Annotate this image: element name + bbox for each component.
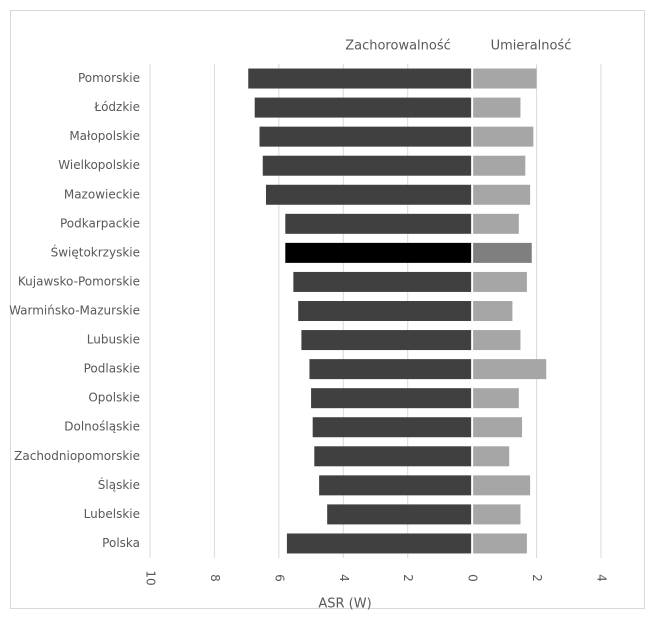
x-tick-label: 8 [208, 574, 222, 582]
category-label: Pomorskie [78, 71, 140, 85]
bar [472, 242, 532, 263]
chart-frame [10, 10, 645, 609]
bar [472, 271, 527, 292]
bar [285, 242, 473, 263]
category-label: Lubelskie [84, 507, 140, 521]
bar [248, 68, 473, 89]
bar [309, 359, 473, 380]
x-tick-label: 4 [337, 574, 351, 582]
x-tick-label: 4 [595, 574, 609, 582]
bar [254, 97, 473, 118]
category-label: Łódzkie [93, 100, 140, 114]
bar [259, 126, 473, 147]
series-header: Umieralność [491, 39, 572, 54]
category-label: Podkarpackie [60, 216, 140, 230]
bar [312, 417, 473, 438]
x-tick-label: 2 [530, 574, 544, 582]
bar [262, 155, 473, 176]
bar [472, 213, 519, 234]
bar [472, 68, 537, 89]
series-header: Zachorowalność [345, 39, 451, 54]
bar [472, 475, 531, 496]
bar [472, 417, 523, 438]
x-tick-label: 2 [401, 574, 415, 582]
bar [265, 184, 473, 205]
bar [311, 388, 473, 409]
category-label: Wielkopolskie [58, 158, 140, 172]
bar [285, 213, 473, 234]
x-tick-label: 10 [144, 570, 158, 585]
category-label: Śląskie [98, 477, 140, 492]
x-tick-label: 0 [466, 574, 480, 582]
bar [327, 504, 473, 525]
x-tick-label: 6 [272, 574, 286, 582]
bar [319, 475, 473, 496]
bar [472, 504, 521, 525]
bar [472, 97, 521, 118]
bar [314, 446, 473, 467]
category-label: Małopolskie [69, 129, 140, 143]
x-axis-title: ASR (W) [318, 597, 371, 612]
category-label: Zachodniopomorskie [14, 449, 140, 463]
category-label: Polska [102, 536, 140, 550]
bar [472, 533, 527, 554]
bar [298, 301, 473, 321]
category-label: Lubuskie [87, 333, 140, 347]
bar [472, 330, 521, 351]
bar [472, 446, 510, 467]
bar [472, 301, 513, 321]
bar [293, 271, 473, 292]
bar [472, 155, 526, 176]
category-label: Dolnośląskie [64, 420, 140, 434]
category-label: Mazowieckie [64, 187, 140, 201]
bar [472, 359, 547, 380]
category-label: Opolskie [88, 391, 140, 405]
category-label: Kujawsko-Pomorskie [18, 274, 140, 288]
bar [472, 126, 534, 147]
bar [286, 533, 473, 554]
bar [472, 184, 531, 205]
bar [472, 388, 519, 409]
category-label: Podlaskie [84, 362, 140, 376]
category-label: Warmińsko-Mazurskie [9, 304, 140, 318]
category-label: Świętokrzyskie [51, 244, 140, 259]
bar [301, 330, 473, 351]
